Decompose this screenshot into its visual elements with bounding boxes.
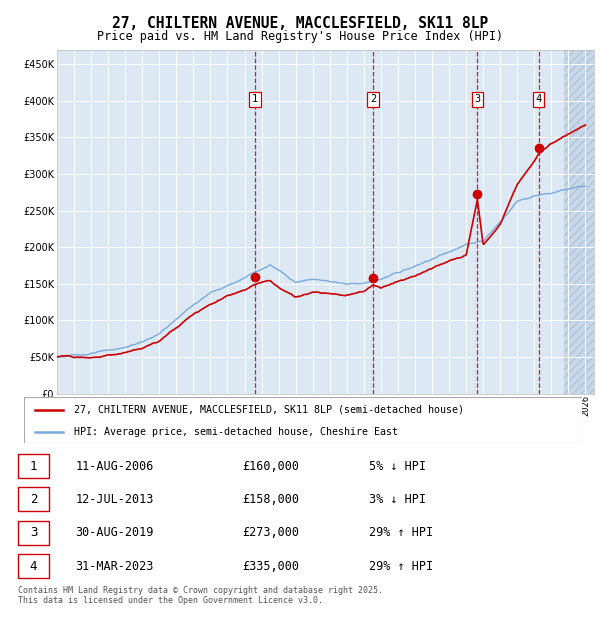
Text: Price paid vs. HM Land Registry's House Price Index (HPI): Price paid vs. HM Land Registry's House … <box>97 30 503 43</box>
Text: 4: 4 <box>535 94 542 105</box>
Text: 2: 2 <box>30 493 37 506</box>
Text: 1: 1 <box>252 94 258 105</box>
Text: 1: 1 <box>30 459 37 472</box>
Text: 31-MAR-2023: 31-MAR-2023 <box>76 560 154 573</box>
Text: 12-JUL-2013: 12-JUL-2013 <box>76 493 154 506</box>
Text: 29% ↑ HPI: 29% ↑ HPI <box>369 560 433 573</box>
FancyBboxPatch shape <box>24 397 582 443</box>
Text: £160,000: £160,000 <box>242 459 299 472</box>
Text: HPI: Average price, semi-detached house, Cheshire East: HPI: Average price, semi-detached house,… <box>74 427 398 436</box>
Text: 27, CHILTERN AVENUE, MACCLESFIELD, SK11 8LP: 27, CHILTERN AVENUE, MACCLESFIELD, SK11 … <box>112 16 488 30</box>
Text: 29% ↑ HPI: 29% ↑ HPI <box>369 526 433 539</box>
Text: 4: 4 <box>30 560 37 573</box>
FancyBboxPatch shape <box>18 521 49 545</box>
Text: Contains HM Land Registry data © Crown copyright and database right 2025.
This d: Contains HM Land Registry data © Crown c… <box>18 586 383 605</box>
Text: £335,000: £335,000 <box>242 560 299 573</box>
Text: 3: 3 <box>474 94 481 105</box>
Text: 27, CHILTERN AVENUE, MACCLESFIELD, SK11 8LP (semi-detached house): 27, CHILTERN AVENUE, MACCLESFIELD, SK11 … <box>74 405 464 415</box>
FancyBboxPatch shape <box>18 487 49 511</box>
Text: £158,000: £158,000 <box>242 493 299 506</box>
Text: 5% ↓ HPI: 5% ↓ HPI <box>369 459 426 472</box>
Text: 3% ↓ HPI: 3% ↓ HPI <box>369 493 426 506</box>
Point <box>32 406 39 414</box>
Point <box>59 406 67 414</box>
FancyBboxPatch shape <box>18 454 49 478</box>
Point <box>59 428 67 435</box>
Text: 30-AUG-2019: 30-AUG-2019 <box>76 526 154 539</box>
Bar <box>564 50 594 394</box>
FancyBboxPatch shape <box>18 554 49 578</box>
Text: 11-AUG-2006: 11-AUG-2006 <box>76 459 154 472</box>
Text: 3: 3 <box>30 526 37 539</box>
Text: £273,000: £273,000 <box>242 526 299 539</box>
Text: 2: 2 <box>370 94 376 105</box>
Point <box>32 428 39 435</box>
